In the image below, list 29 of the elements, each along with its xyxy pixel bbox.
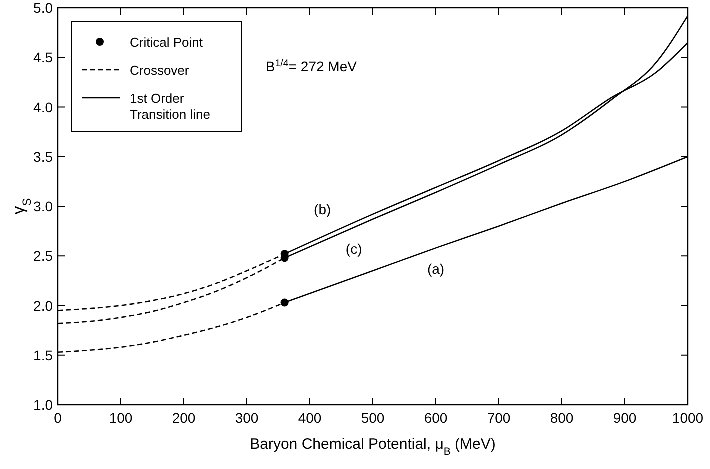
x-tick-label: 100 <box>109 410 133 426</box>
y-tick-label: 3.0 <box>34 198 54 214</box>
y-tick-label: 2.5 <box>34 248 54 264</box>
x-tick-label: 200 <box>172 410 196 426</box>
x-tick-label: 500 <box>361 410 385 426</box>
x-tick-label: 600 <box>424 410 448 426</box>
x-tick-label: 900 <box>613 410 637 426</box>
x-tick-label: 0 <box>54 410 62 426</box>
y-tick-label: 4.0 <box>34 99 54 116</box>
y-tick-label: 2.0 <box>34 298 54 314</box>
annotation: (c) <box>346 241 362 258</box>
legend-label: Critical Point <box>130 35 204 50</box>
y-tick-label: 1.5 <box>34 347 54 364</box>
y-tick-label: 3.5 <box>34 148 54 165</box>
legend-label: 1st Order Transition line <box>130 91 210 122</box>
x-tick-label: 1000 <box>672 410 704 426</box>
y-tick-label: 1.0 <box>34 397 54 413</box>
x-tick-label: 300 <box>235 410 259 426</box>
point <box>280 298 289 307</box>
annotation: B$^{1/4}$= 272 MeV <box>266 58 358 75</box>
annotation: (a) <box>427 260 445 277</box>
x-tick-label: 400 <box>298 410 322 426</box>
x-tick-label: 700 <box>487 410 511 426</box>
x-axis-title: Baryon Chemical Potential, μ$_{B}$ (MeV) <box>250 436 496 458</box>
legend-label: Crossover <box>130 63 190 78</box>
y-tick-label: 4.5 <box>34 50 54 66</box>
x-tick-label: 800 <box>550 410 574 426</box>
y-tick-label: 5.0 <box>34 0 54 16</box>
annotation: (b) <box>314 201 332 218</box>
